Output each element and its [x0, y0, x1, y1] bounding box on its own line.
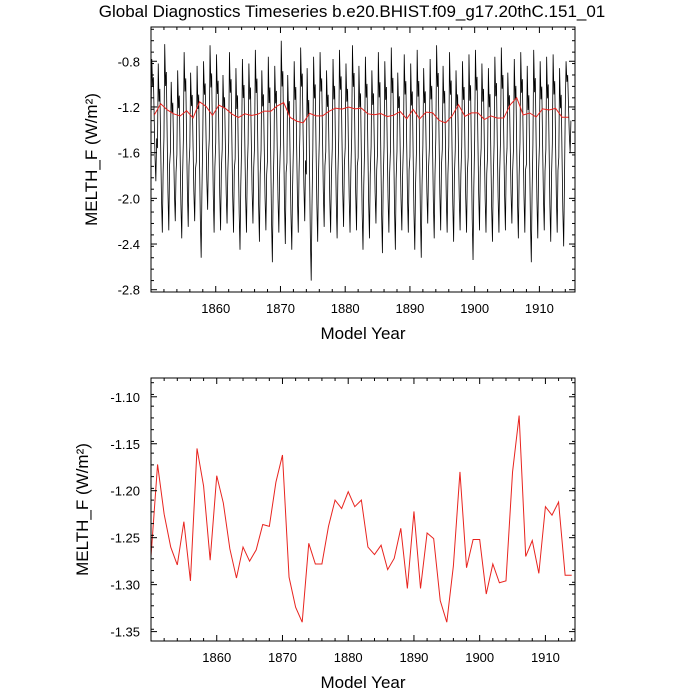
y-tick-label: -1.2	[118, 100, 140, 115]
y-tick-label: -1.25	[110, 531, 140, 546]
x-tick-label: 1890	[395, 301, 424, 316]
plot-frame	[150, 377, 576, 642]
x-axis-label: Model Year	[320, 673, 405, 692]
y-tick-label: -1.10	[110, 390, 140, 405]
series-line-annual-mean	[150, 415, 572, 623]
x-tick-label: 1910	[531, 650, 560, 665]
series-line-monthly	[150, 40, 572, 281]
x-tick-label: 1890	[399, 650, 428, 665]
x-tick-label: 1870	[268, 650, 297, 665]
chart-title: Global Diagnostics Timeseries b.e20.BHIS…	[99, 2, 606, 21]
x-axis-label: Model Year	[320, 324, 405, 343]
y-tick-label: -2.4	[118, 237, 140, 252]
y-tick-label: -1.15	[110, 437, 140, 452]
series-line-annual-mean	[153, 96, 569, 124]
top-chart: 1860 1870 1880 1890 1900 1910 -0.8 -1.2 -1.6 -2.0…	[82, 26, 576, 343]
x-tick-label: 1860	[202, 650, 231, 665]
y-axis-label: MELTH_F (W/m²)	[82, 93, 101, 226]
y-tick-label: -2.0	[118, 191, 140, 206]
x-tick-label: 1900	[460, 301, 489, 316]
y-tick-label: -1.30	[110, 578, 140, 593]
x-tick-label: 1860	[201, 301, 230, 316]
x-tick-label: 1880	[334, 650, 363, 665]
y-tick-label: -1.6	[118, 146, 140, 161]
x-tick-label: 1880	[331, 301, 360, 316]
x-tick-label: 1870	[266, 301, 295, 316]
x-tick-label: 1900	[465, 650, 494, 665]
y-tick-label: -0.8	[118, 54, 140, 69]
plot-frame	[150, 26, 576, 293]
x-tick-label: 1910	[525, 301, 554, 316]
y-tick-label: -2.8	[118, 283, 140, 298]
y-tick-label: -1.35	[110, 625, 140, 640]
y-tick-label: -1.20	[110, 484, 140, 499]
y-axis-label: MELTH_F (W/m²)	[73, 443, 92, 576]
bottom-chart: 1860 1870 1880 1890 1900 1910 -1.10 -1.15 -1.20 -…	[73, 377, 576, 692]
